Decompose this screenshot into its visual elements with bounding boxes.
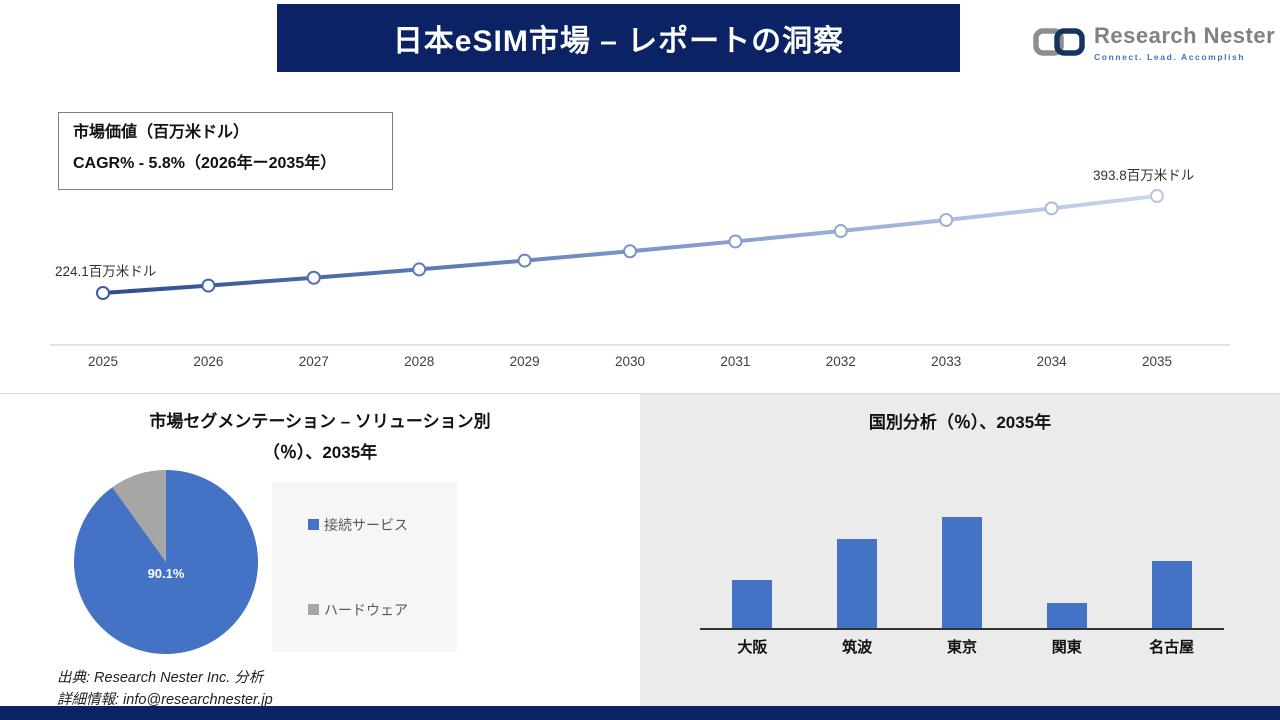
- data-point-marker: [517, 253, 532, 268]
- bar: [941, 517, 982, 628]
- bar: [732, 580, 773, 628]
- pie-slice: [112, 470, 166, 562]
- x-axis-tick-label: 2027: [299, 354, 329, 369]
- x-axis-tick-label: 2035: [1142, 354, 1172, 369]
- data-point-marker: [623, 244, 637, 259]
- bar-label: 大阪: [737, 639, 768, 656]
- legend-item: ハードウェア: [308, 600, 457, 620]
- source-note: 出典: Research Nester Inc. 分析 詳細情報: info@r…: [57, 668, 273, 712]
- data-point-marker: [96, 286, 110, 300]
- line-last-value-label: 393.8百万米ドル: [1093, 168, 1195, 183]
- legend-swatch: [308, 519, 319, 530]
- bar-label: 名古屋: [1149, 639, 1195, 656]
- market-value-label: 市場価値（百万米ドル）: [73, 124, 250, 141]
- pie-chart-title: 市場セグメンテーション – ソリューション別 （％）、2035年: [0, 406, 640, 469]
- data-point-marker: [412, 262, 427, 277]
- chain-link-icon: [1033, 28, 1085, 56]
- solution-pie-chart: [73, 470, 258, 654]
- bar-label: 筑波: [842, 639, 873, 656]
- pie-title-line2: （％）、2035年: [262, 443, 378, 463]
- contact-line: 詳細情報: info@researchnester.jp: [57, 691, 273, 708]
- bar: [1151, 561, 1192, 628]
- x-axis-tick-label: 2034: [1037, 354, 1068, 369]
- x-axis-tick-label: 2028: [404, 354, 434, 369]
- cagr-label: CAGR% - 5.8%（2026年ー2035年）: [73, 155, 337, 172]
- data-point-marker: [1044, 201, 1059, 216]
- x-axis-tick-label: 2033: [931, 354, 961, 369]
- bottom-section: 市場セグメンテーション – ソリューション別 （％）、2035年 90.1% 接…: [0, 393, 1280, 708]
- x-axis-tick-label: 2031: [720, 354, 750, 369]
- source-line: 出典: Research Nester Inc. 分析: [57, 670, 264, 686]
- market-line-chart: 2025 2026 2027 2028 2029 2030 2031 2032 2033 2034…: [50, 189, 1230, 369]
- legend-swatch: [308, 604, 319, 615]
- x-axis-tick-label: 2029: [510, 354, 540, 369]
- x-axis-tick-label: 2026: [193, 354, 223, 369]
- x-axis-tick-label: 2030: [615, 354, 645, 369]
- bar-x-axis: [700, 628, 1224, 630]
- logo-tagline: Connect. Lead. Accomplish: [1094, 51, 1246, 62]
- logo-text: Research Nester Connect. Lead. Accomplis…: [1094, 23, 1275, 62]
- data-point-marker: [1150, 189, 1164, 203]
- x-axis-tick-label: 2032: [826, 354, 856, 369]
- country-bar-chart: [700, 504, 1224, 628]
- bar-chart-title: 国別分析（％）、2035年: [868, 413, 1052, 432]
- x-axis-tick-label: 2025: [88, 354, 118, 369]
- data-point-marker: [728, 234, 743, 249]
- bar-category-labels: 大阪 筑波 東京 関東 名古屋: [700, 636, 1224, 657]
- data-point-marker: [833, 224, 848, 239]
- bottom-navy-bar: [0, 706, 1280, 720]
- pie-slice: [73, 470, 258, 654]
- page-title: 日本eSIM市場 – レポートの洞察: [277, 4, 960, 72]
- pie-panel: 市場セグメンテーション – ソリューション別 （％）、2035年 90.1% 接…: [0, 394, 640, 708]
- bar: [837, 539, 878, 628]
- bar-label: 関東: [1051, 639, 1082, 656]
- bar: [1046, 603, 1087, 628]
- logo-name: Research Nester: [1094, 22, 1276, 48]
- line-first-value-label: 224.1百万米ドル: [55, 264, 157, 279]
- legend-item: 接続サービス: [308, 515, 457, 535]
- data-point-marker: [201, 278, 216, 293]
- research-nester-logo: Research Nester Connect. Lead. Accomplis…: [1032, 22, 1275, 62]
- pie-data-label: 90.1%: [147, 566, 185, 581]
- pie-title-line1: 市場セグメンテーション – ソリューション別: [149, 412, 491, 431]
- market-value-box: 市場価値（百万米ドル） CAGR% - 5.8%（2026年ー2035年）: [58, 112, 393, 190]
- data-point-marker: [939, 213, 954, 228]
- legend-label: ハードウェア: [324, 601, 408, 618]
- pie-legend: 接続サービス ハードウェア: [272, 482, 457, 652]
- bar-label: 東京: [946, 639, 977, 656]
- bar-panel: 国別分析（％）、2035年 大阪 筑波 東京 関東 名古屋: [640, 394, 1280, 707]
- legend-label: 接続サービス: [324, 516, 408, 533]
- data-point-marker: [306, 270, 321, 285]
